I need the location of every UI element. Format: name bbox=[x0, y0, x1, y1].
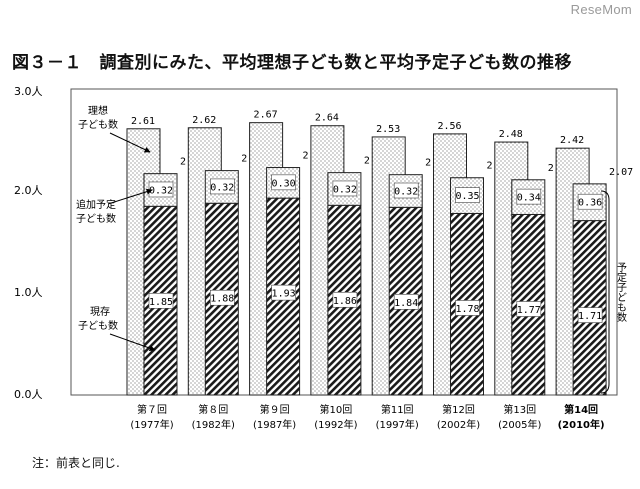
y-tick-1: 1.0人 bbox=[14, 286, 43, 299]
ideal-value-4: 2.53 bbox=[376, 124, 400, 135]
additional-arrow bbox=[107, 188, 153, 205]
additional-value-2: 0.30 bbox=[272, 178, 296, 189]
x-label-year-7: (2010年) bbox=[558, 418, 605, 431]
x-label-round-2: 第９回 bbox=[260, 403, 290, 416]
additional-value-6: 0.34 bbox=[517, 193, 541, 204]
label-additional-2: 子ども数 bbox=[76, 212, 116, 225]
ideal-value-0: 2.61 bbox=[131, 116, 155, 127]
existing-value-7: 1.71 bbox=[578, 311, 602, 322]
y-tick-3: 3.0人 bbox=[14, 85, 43, 98]
additional-value-7: 0.36 bbox=[578, 198, 602, 209]
existing-label-box-7 bbox=[577, 307, 603, 323]
existing-label-box-6 bbox=[516, 301, 542, 317]
x-label-round-3: 第10回 bbox=[320, 403, 353, 416]
ideal-value-1: 2.62 bbox=[192, 115, 216, 126]
x-label-year-2: (1987年) bbox=[253, 418, 296, 431]
x-label-year-3: (1992年) bbox=[314, 418, 357, 431]
existing-value-5: 1.78 bbox=[455, 304, 479, 315]
existing-value-4: 1.84 bbox=[394, 298, 418, 309]
existing-value-0: 1.85 bbox=[149, 297, 173, 308]
existing-label-box-1 bbox=[210, 289, 235, 306]
x-label-year-6: (2005年) bbox=[498, 418, 541, 431]
ideal-value-2: 2.67 bbox=[254, 110, 278, 121]
x-label-year-5: (2002年) bbox=[437, 418, 480, 431]
label-additional-1: 追加予定 bbox=[76, 198, 116, 211]
additional-label-box-6 bbox=[516, 188, 542, 205]
existing-label-box-3 bbox=[332, 291, 358, 308]
x-label-year-1: (1982年) bbox=[192, 418, 235, 431]
y-tick-0: 0.0人 bbox=[14, 388, 43, 401]
existing-label-box-2 bbox=[271, 284, 296, 301]
additional-value-3: 0.32 bbox=[333, 184, 357, 195]
planned-value-7: 2.07 bbox=[609, 167, 633, 178]
chart-title: 図３－１ 調査別にみた、平均理想子ども数と平均予定子ども数の推移 bbox=[12, 53, 572, 73]
x-label-round-7: 第14回 bbox=[564, 403, 598, 416]
additional-label-box-4 bbox=[393, 182, 419, 199]
label-ideal-1: 理想 bbox=[88, 104, 108, 117]
watermark-logo: ReseMom bbox=[570, 2, 632, 17]
ideal-value-6: 2.48 bbox=[499, 129, 523, 140]
x-label-round-1: 第８回 bbox=[198, 403, 228, 416]
label-ideal-2: 子ども数 bbox=[78, 118, 118, 131]
existing-arrow bbox=[109, 333, 156, 352]
additional-label-box-7 bbox=[577, 193, 603, 210]
additional-label-box-5 bbox=[455, 187, 480, 203]
additional-value-1: 0.32 bbox=[210, 182, 234, 193]
existing-label-box-5 bbox=[455, 300, 480, 316]
additional-value-5: 0.35 bbox=[455, 191, 479, 202]
existing-value-3: 1.86 bbox=[333, 296, 357, 307]
additional-value-4: 0.32 bbox=[394, 187, 418, 198]
footnote: 注：前表と同じ. bbox=[32, 456, 120, 470]
x-label-year-0: (1977年) bbox=[130, 418, 173, 431]
ideal-value-5: 2.56 bbox=[437, 121, 461, 132]
y-tick-2: 2.0人 bbox=[14, 184, 43, 197]
existing-label-box-4 bbox=[393, 294, 419, 310]
label-planned: 予定子ども数 bbox=[615, 262, 627, 323]
existing-label-box-0 bbox=[148, 292, 174, 309]
additional-value-0: 0.32 bbox=[149, 185, 173, 196]
x-label-year-4: (1997年) bbox=[376, 418, 419, 431]
additional-label-box-2 bbox=[271, 174, 296, 191]
additional-label-box-3 bbox=[332, 180, 358, 197]
x-label-round-0: 第７回 bbox=[137, 403, 167, 416]
label-existing-1: 現存 bbox=[90, 305, 110, 318]
x-label-round-6: 第13回 bbox=[503, 403, 536, 416]
additional-label-box-1 bbox=[210, 178, 235, 195]
existing-value-6: 1.77 bbox=[517, 305, 541, 316]
existing-value-1: 1.88 bbox=[210, 294, 234, 305]
ideal-value-7: 2.42 bbox=[560, 135, 584, 146]
planned-bracket bbox=[600, 190, 610, 394]
ideal-value-3: 2.64 bbox=[315, 113, 339, 124]
existing-value-2: 1.93 bbox=[272, 289, 296, 300]
ideal-arrow bbox=[109, 132, 151, 153]
label-existing-2: 子ども数 bbox=[78, 319, 118, 332]
x-label-round-4: 第11回 bbox=[381, 403, 414, 416]
x-label-round-5: 第12回 bbox=[442, 403, 475, 416]
